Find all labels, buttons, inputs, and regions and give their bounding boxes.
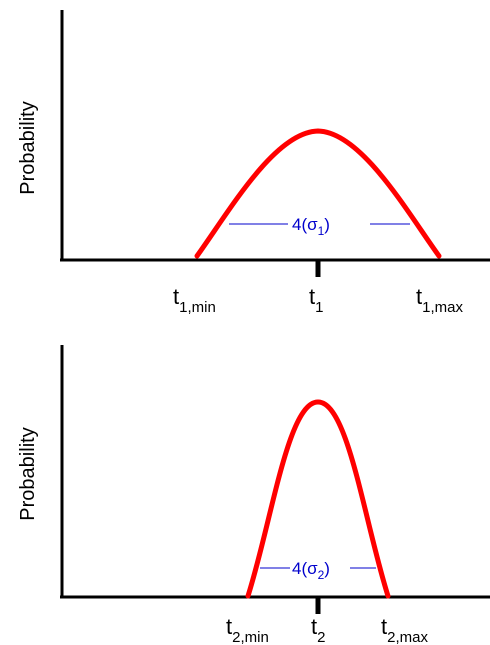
panel-2-width-label: 4(σ2)	[292, 559, 330, 582]
panel-2-y-axis-label: Probability	[17, 427, 39, 520]
panel-2-tick-label-max: t2,max	[381, 614, 428, 645]
panel-1: Probability 4(σ1) t1,min t1 t1,max	[17, 10, 490, 316]
panel-1-tick-label-center: t1	[309, 284, 323, 316]
panel-1-tick-label-max: t1,max	[416, 284, 463, 316]
panel-2-tick-label-center: t2	[311, 614, 325, 645]
panel-1-tick-label-min: t1,min	[173, 284, 216, 316]
panel-2-probability-curve	[245, 399, 391, 599]
panel-2: Probability 4(σ2) t2,min t2 t2,max	[17, 345, 490, 645]
panel-1-width-label: 4(σ1)	[292, 215, 330, 238]
panel-1-y-axis-label: Probability	[17, 101, 39, 194]
panel-2-tick-label-min: t2,min	[226, 614, 269, 645]
panel-1-probability-curve	[194, 128, 442, 259]
